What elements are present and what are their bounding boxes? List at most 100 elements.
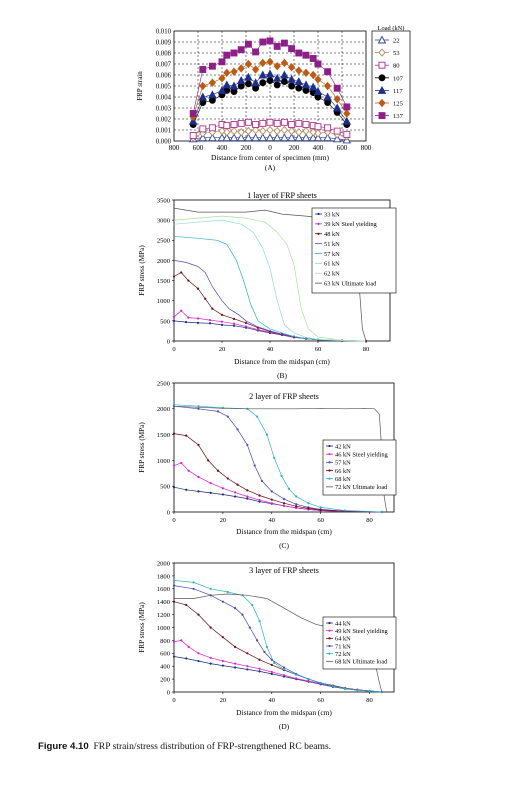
chart-b-point	[211, 307, 214, 310]
chart-a-point	[302, 51, 310, 59]
chart-b-point	[172, 319, 176, 322]
chart-d-point	[256, 639, 259, 642]
chart-a-point	[266, 37, 274, 45]
chart-c-point	[172, 464, 176, 467]
chart-b-y-axis-label: FRP stress (MPa)	[138, 245, 146, 296]
chart-a-x-tick-label: 800	[169, 144, 180, 152]
chart-d-legend-label: 44 kN	[335, 620, 351, 627]
chart-c-point	[282, 498, 286, 501]
chart-c-point	[172, 486, 176, 489]
chart-a-point	[288, 126, 296, 136]
chart-c-point	[236, 483, 239, 486]
chart-a-point	[198, 92, 208, 101]
chart-b-point	[256, 328, 260, 331]
chart-d-point	[172, 600, 176, 603]
chart-a-point	[208, 124, 216, 132]
chart-b-y-tick-label: 3500	[157, 197, 171, 204]
chart-d-point	[258, 667, 261, 670]
chart-a-legend-marker	[378, 74, 386, 82]
chart-a-point	[230, 49, 238, 57]
chart-c-legend-marker	[328, 461, 331, 464]
chart-c-x-tick-label: 40	[268, 517, 275, 524]
chart-a-point	[252, 121, 260, 128]
figure-caption: Figure 4.10 FRP strain/stress distributi…	[38, 741, 508, 752]
chart-a-point	[237, 64, 245, 73]
chart-d-point	[319, 681, 322, 685]
chart-d-point	[251, 603, 254, 607]
chart-b-legend-label: 62 kN	[324, 271, 340, 278]
chart-d-x-tick-label: 60	[317, 697, 324, 704]
chart-b-legend-label: 63 kN Ultimate load	[324, 280, 377, 287]
chart-b-point	[196, 317, 200, 320]
chart-a-y-tick-label: 0.001	[156, 128, 171, 135]
chart-c-point	[221, 487, 224, 490]
chart-d-y-tick-label: 1800	[157, 573, 171, 580]
chart-c-legend-marker	[328, 453, 331, 456]
chart-a-x-tick-label: 800	[361, 144, 372, 152]
chart-c-point	[295, 506, 298, 509]
chart-b-legend-label: 39 kN Steel yielding	[324, 221, 378, 228]
chart-a-point	[273, 42, 281, 50]
chart-c-point	[282, 502, 286, 505]
chart-a-point	[189, 132, 197, 139]
chart-a-point	[230, 67, 238, 76]
chart-a-point	[295, 49, 303, 57]
chart-b-point	[232, 324, 236, 327]
chart-a-point	[288, 45, 296, 53]
chart-a-point	[208, 62, 216, 70]
chart-d-legend-label: 49 kN Steel yielding	[335, 628, 389, 635]
chart-a-legend-label: 125	[393, 101, 404, 108]
chart-c-point	[307, 502, 310, 505]
chart-a-legend-marker	[378, 48, 386, 57]
chart-c-title: 2 layer of FRP sheets	[249, 392, 319, 401]
figure-caption-text: FRP strain/stress distribution of FRP-st…	[93, 741, 332, 752]
chart-a-point	[244, 59, 252, 69]
chart-d-point	[282, 666, 286, 669]
chart-a-legend-label: 53	[393, 50, 400, 57]
chart-c-point	[197, 490, 200, 493]
chart-a-point	[280, 58, 288, 68]
chart-b-point	[172, 275, 176, 278]
chart-b-y-tick-label: 0	[167, 338, 171, 345]
chart-a-point	[230, 126, 238, 136]
chart-b-legend: 33 kN 39 kN Steel yielding 48 kN 51 kN 57 kN…	[311, 207, 397, 294]
chart-a-point	[244, 126, 252, 136]
chart-a-point	[272, 133, 282, 142]
chart-a-y-tick-label: 0.003	[156, 106, 172, 113]
chart-b-y-tick-label: 3000	[157, 218, 171, 225]
chart-c-point	[185, 488, 188, 491]
chart-a-series	[188, 133, 352, 144]
chart-a-y-tick-label: 0.000	[156, 139, 172, 146]
chart-a-point	[218, 58, 226, 66]
chart-a-point	[294, 77, 304, 86]
chart-a-y-tick-label: 0.004	[156, 95, 172, 102]
chart-d-y-tick-label: 1200	[157, 612, 171, 619]
chart-a-point	[199, 66, 207, 73]
chart-d-point	[270, 672, 273, 676]
chart-c-point	[380, 510, 383, 514]
chart-d-point	[209, 587, 212, 590]
chart-a-y-tick-label: 0.007	[156, 62, 172, 69]
chart-d-point	[234, 666, 237, 669]
chart-a-point	[189, 110, 197, 117]
chart-c-legend-marker	[328, 469, 331, 472]
chart-a-point	[222, 80, 232, 89]
chart-a-point	[236, 76, 246, 84]
chart-c-point	[246, 497, 249, 500]
chart-d-legend-label: 68 kN Ultimate load	[335, 659, 388, 666]
chart-d-series-line	[173, 580, 382, 693]
chart-d: 0 200 400 600 800 1000 1200 1400 1600 1800 2000 0 20…	[138, 560, 397, 731]
chart-c-point	[234, 491, 237, 494]
chart-a-point	[302, 121, 310, 128]
chart-b-legend-marker	[317, 212, 320, 216]
chart-b-point	[196, 287, 200, 290]
chart-c-point	[197, 405, 200, 408]
chart-a-point	[280, 78, 288, 86]
chart-a-series	[189, 77, 351, 128]
chart-c-point	[226, 477, 229, 480]
chart-c-legend-label: 72 kN Ultimate load	[335, 484, 388, 491]
chart-a-point	[302, 126, 310, 136]
chart-b-y-tick-label: 500	[160, 318, 171, 325]
chart-c-point	[253, 464, 256, 467]
